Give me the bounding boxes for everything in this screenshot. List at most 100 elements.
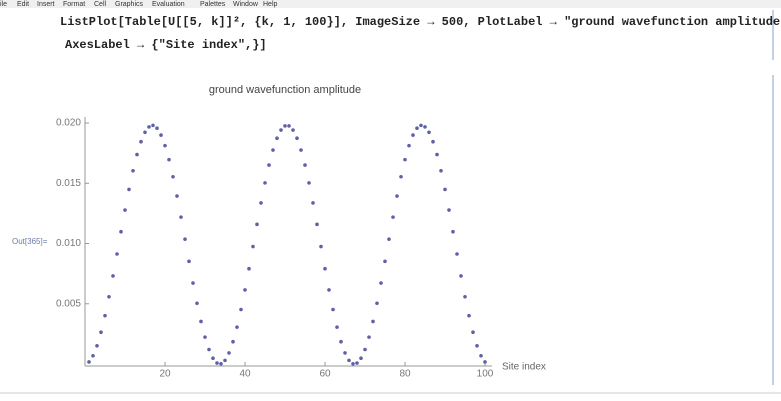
data-point (119, 229, 123, 234)
chart-title: ground wavefunction amplitude (209, 84, 361, 96)
data-point (339, 339, 343, 344)
data-point (263, 181, 267, 185)
data-point (291, 128, 295, 132)
data-point (367, 335, 371, 339)
data-point (123, 208, 127, 212)
menu-item: Help (263, 1, 278, 8)
data-point (271, 148, 275, 152)
data-point (91, 354, 95, 358)
menu-item: Graphics (115, 1, 144, 8)
y-tick-label: 0.010 (56, 238, 81, 249)
data-point (411, 133, 415, 137)
x-tick-label: 100 (477, 369, 494, 380)
x-tick-label: 80 (399, 369, 411, 380)
data-point (279, 128, 283, 132)
data-point (439, 168, 443, 173)
data-point (135, 152, 139, 157)
menu-item: Cell (94, 1, 107, 8)
x-tick-label: 40 (239, 369, 251, 380)
data-point (211, 356, 215, 361)
data-point (451, 229, 455, 234)
data-point (223, 358, 227, 363)
data-point (419, 123, 423, 128)
data-point (171, 174, 175, 179)
data-point (327, 288, 331, 292)
data-point (455, 252, 459, 256)
data-point (399, 174, 403, 179)
data-point (87, 360, 91, 364)
data-point (427, 130, 431, 135)
data-point (103, 313, 107, 318)
data-point (335, 325, 339, 329)
data-point (395, 194, 399, 198)
data-point (163, 143, 167, 148)
data-point (447, 208, 451, 212)
data-point (303, 163, 307, 167)
y-tick-label: 0.020 (56, 118, 81, 129)
data-point (111, 274, 115, 278)
data-point (247, 266, 251, 271)
data-point (347, 358, 351, 363)
data-point (199, 319, 203, 324)
data-point (387, 237, 391, 241)
data-point (371, 319, 375, 324)
data-point (355, 361, 359, 365)
input-line: ListPlot[Table[U[[5, k]]², {k, 1, 100}],… (60, 15, 781, 29)
data-point (139, 139, 143, 144)
data-point (251, 244, 255, 249)
data-point (283, 124, 287, 128)
data-point (143, 130, 147, 135)
data-point (235, 325, 239, 329)
output-label: Out[365]= (12, 237, 48, 246)
data-point (243, 288, 247, 292)
data-point (239, 307, 243, 312)
data-point (187, 259, 191, 264)
data-point (407, 143, 411, 148)
y-tick-label: 0.015 (56, 178, 81, 189)
data-point (383, 259, 387, 264)
data-point (255, 222, 259, 227)
data-point (127, 187, 131, 192)
y-tick-label: 0.005 (56, 298, 81, 309)
data-point (131, 168, 135, 173)
data-point (299, 148, 303, 152)
x-tick-label: 60 (319, 369, 331, 380)
data-point (175, 194, 179, 198)
data-point (179, 215, 183, 219)
data-point (459, 274, 463, 278)
data-point (415, 126, 419, 131)
data-point (195, 301, 199, 306)
data-point (475, 344, 479, 348)
data-point (167, 157, 171, 162)
data-point (267, 163, 271, 167)
data-point (423, 125, 427, 129)
data-point (479, 354, 483, 358)
data-point (107, 294, 111, 299)
data-point (379, 281, 383, 285)
data-point (463, 294, 467, 299)
menu-item: Evaluation (152, 1, 185, 8)
data-point (99, 330, 103, 334)
x-axis-label: Site index (502, 362, 546, 373)
menu: ile Edit Insert Format Cell Graphics Evaluatio… (0, 1, 278, 8)
menu-item: Palettes (200, 1, 226, 8)
menu-item: Edit (17, 1, 29, 8)
data-point (151, 123, 155, 128)
data-point (275, 136, 279, 141)
data-point (443, 187, 447, 192)
menu-item: ile (0, 1, 7, 8)
data-point (467, 313, 471, 318)
data-point (307, 181, 311, 185)
plot: 20 40 60 80 100 0.005 0.010 0.015 0.020 (56, 117, 494, 380)
data-point (483, 360, 487, 364)
data-point (147, 125, 151, 129)
data-point (287, 124, 291, 128)
data-point (207, 347, 211, 352)
data-point (155, 126, 159, 131)
menu-item: Window (233, 1, 259, 8)
data-point (311, 201, 315, 205)
data-point (295, 136, 299, 141)
data-point (259, 201, 263, 205)
data-point (431, 139, 435, 144)
